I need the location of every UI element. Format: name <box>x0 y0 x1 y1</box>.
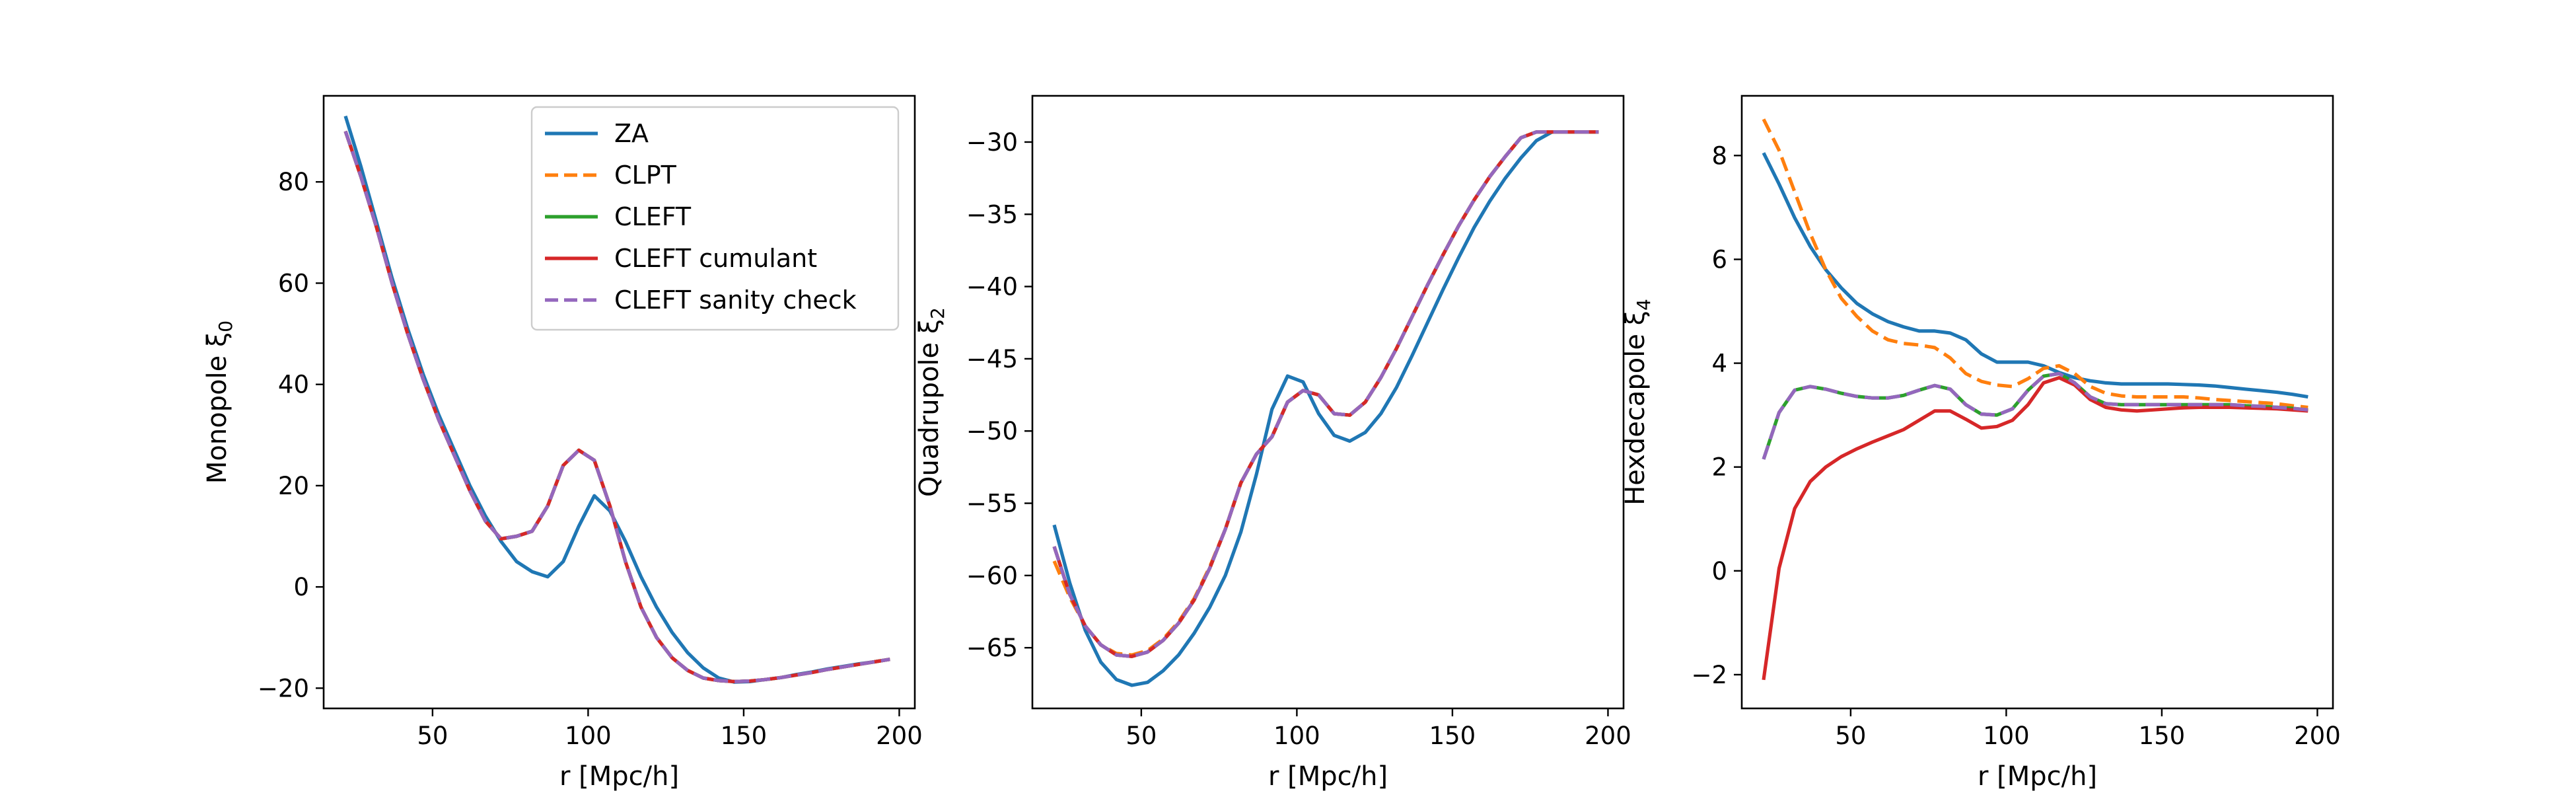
legend-label: CLEFT <box>614 202 692 231</box>
x-tick-label: 100 <box>1983 722 2030 750</box>
series-line-za <box>1762 152 2308 399</box>
y-axis-label-main: Quadrupole ξ <box>914 319 945 497</box>
series-line-cleft-sanity-check <box>1052 130 1599 658</box>
legend-label: CLPT <box>614 161 677 190</box>
y-tick-label: 20 <box>278 472 309 500</box>
legend-box <box>530 106 900 331</box>
y-tick-label: −20 <box>258 674 309 702</box>
x-tick-label: 150 <box>2139 722 2186 750</box>
series-line-cleft-cumulant <box>1762 375 2308 681</box>
y-tick-label: 60 <box>278 269 309 297</box>
y-tick-label: −35 <box>966 200 1018 229</box>
x-axis-label: r [Mpc/h] <box>559 761 679 792</box>
series-line-cleft-sanity-check <box>343 130 890 684</box>
y-tick-label: 0 <box>293 573 309 601</box>
y-tick-label: −40 <box>966 273 1018 301</box>
x-tick-label: 200 <box>876 722 923 750</box>
legend-label: CLEFT sanity check <box>614 285 857 315</box>
y-tick-label: 0 <box>1711 557 1727 585</box>
y-tick-label: 2 <box>1711 453 1727 482</box>
series-line-za <box>1052 130 1599 687</box>
axes-frame <box>1740 94 2334 710</box>
x-tick-label: 150 <box>721 722 768 750</box>
y-tick-label: 80 <box>278 168 309 196</box>
legend-label: CLEFT cumulant <box>614 244 817 273</box>
y-tick-label: −60 <box>966 562 1018 590</box>
x-tick-label: 50 <box>1835 722 1866 750</box>
subplot-3: 50 100 150 200 −2 0 2 4 6 8 r [Mpc/h] Hexdecapole ξ… <box>1620 94 2341 792</box>
series-line-clpt <box>1762 118 2308 409</box>
series-group <box>343 115 890 684</box>
legend-label: ZA <box>614 119 649 148</box>
y-axis-label-subscript: 2 <box>927 307 948 319</box>
axes-frame <box>322 94 916 710</box>
series-line-clpt <box>1052 130 1599 657</box>
y-axis-label-main: Hexdecapole ξ <box>1620 311 1651 506</box>
x-tick-label: 200 <box>1585 722 1631 750</box>
axes-frame <box>1031 94 1625 710</box>
subplot-1: 50 100 150 200 −20 0 20 40 60 80 r [Mpc/h] Monopole… <box>202 94 923 792</box>
series-line-cleft <box>1052 130 1599 658</box>
x-tick-label: 200 <box>2294 722 2341 750</box>
series-group <box>1762 118 2308 681</box>
x-axis-label: r [Mpc/h] <box>1268 761 1388 792</box>
y-tick-label: −2 <box>1691 661 1727 689</box>
x-tick-label: 50 <box>1126 722 1157 750</box>
y-axis-label-subscript: 4 <box>1633 299 1655 311</box>
series-group <box>1052 130 1599 687</box>
y-tick-label: −55 <box>966 490 1018 518</box>
y-tick-label: 6 <box>1711 245 1727 274</box>
legend: ZA CLPT CLEFT CLEFT cumulant CLEFT sanity ch… <box>530 106 900 331</box>
y-axis-label-subscript: 0 <box>215 321 236 332</box>
y-tick-label: 4 <box>1711 350 1727 378</box>
y-axis-label: Hexdecapole ξ4 <box>1620 299 1655 506</box>
series-line-cleft-cumulant <box>1052 130 1599 658</box>
y-tick-label: −50 <box>966 417 1018 445</box>
y-axis-label-main: Monopole ξ <box>202 332 233 484</box>
y-tick-label: 8 <box>1711 141 1727 170</box>
x-tick-label: 100 <box>1273 722 1320 750</box>
y-tick-label: −65 <box>966 634 1018 662</box>
series-line-cleft-sanity-check <box>1762 371 2308 460</box>
y-tick-label: −30 <box>966 128 1018 157</box>
subplot-2: 50 100 150 200 −65 −60 −55 −50 −45 −40 −35 −30 r [Mp… <box>914 94 1631 792</box>
y-tick-label: 40 <box>278 371 309 399</box>
y-axis-label: Quadrupole ξ2 <box>914 307 948 497</box>
y-axis-label: Monopole ξ0 <box>202 321 236 484</box>
x-tick-label: 100 <box>565 722 612 750</box>
x-tick-label: 150 <box>1429 722 1476 750</box>
y-tick-label: −45 <box>966 345 1018 373</box>
x-axis-label: r [Mpc/h] <box>1978 761 2097 792</box>
x-tick-label: 50 <box>417 722 448 750</box>
